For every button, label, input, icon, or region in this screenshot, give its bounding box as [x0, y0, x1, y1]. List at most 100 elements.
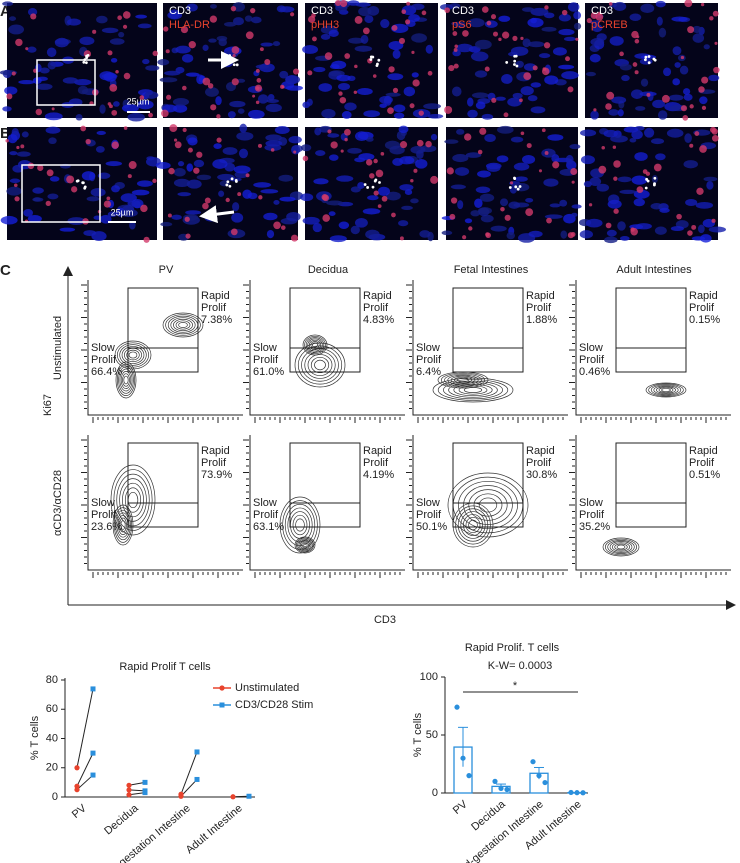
nucleus: [347, 147, 362, 154]
nucleus: [239, 123, 248, 133]
nucleus: [313, 178, 329, 185]
nucleus: [77, 85, 89, 95]
nucleus: [315, 150, 326, 156]
stain: [430, 175, 439, 184]
nucleus: [131, 189, 150, 196]
gate-percent: 23.6%: [91, 521, 122, 533]
nucleus: [674, 62, 681, 68]
contour: [645, 382, 687, 398]
stain: [182, 85, 187, 91]
nucleus: [105, 161, 122, 167]
stain: [646, 92, 651, 97]
nucleus: [229, 100, 246, 108]
inset-box: [36, 59, 96, 106]
nucleus: [355, 2, 371, 7]
nucleus: [547, 134, 564, 141]
plot-frame: [87, 280, 243, 416]
stain: [46, 169, 54, 177]
stain: [362, 27, 370, 35]
stain: [163, 26, 169, 32]
stain: [387, 107, 394, 115]
cd3-dot: [653, 176, 657, 180]
nucleus: [136, 180, 153, 187]
gate: [289, 442, 361, 528]
stain: [330, 141, 338, 149]
contour: [126, 349, 140, 361]
stain: [481, 6, 489, 13]
y-tick-label: 0: [52, 791, 58, 803]
point: [580, 790, 586, 796]
contour: [653, 385, 679, 395]
stain: [231, 78, 239, 86]
nucleus: [350, 225, 360, 235]
nucleus: [427, 113, 444, 119]
nucleus: [392, 158, 404, 166]
stain: [354, 16, 363, 24]
stain: [453, 48, 458, 52]
stain: [216, 137, 222, 143]
nucleus: [377, 186, 390, 196]
y-axis-label: Ki67: [42, 394, 54, 416]
nucleus: [619, 63, 632, 71]
nucleus: [706, 180, 714, 190]
contour: [302, 334, 328, 356]
stain: [544, 151, 549, 155]
panel-letter: B: [0, 125, 11, 142]
nucleus: [142, 58, 150, 65]
point: [498, 785, 504, 791]
nucleus: [475, 39, 492, 50]
stain: [561, 9, 568, 16]
stain: [207, 83, 214, 89]
stain: [462, 30, 469, 37]
contour: [314, 359, 326, 371]
nucleus: [120, 208, 138, 218]
stain: [631, 30, 639, 39]
stain: [324, 52, 333, 60]
nucleus: [46, 47, 57, 58]
nucleus: [569, 143, 581, 150]
nucleus: [177, 192, 192, 197]
stain: [85, 138, 91, 145]
pair-line: [76, 688, 94, 768]
stain: [148, 112, 153, 118]
nucleus: [265, 134, 282, 142]
nucleus: [474, 198, 483, 208]
point: [90, 772, 96, 778]
nucleus: [67, 18, 81, 26]
gate-percent: 7.38%: [201, 314, 232, 326]
nucleus: [499, 198, 509, 207]
channel-label: HLA-DR: [169, 19, 210, 31]
nucleus: [611, 96, 627, 104]
nucleus: [181, 54, 194, 63]
gate-label: Prolif: [201, 302, 227, 314]
nucleus: [67, 217, 86, 226]
column-title: Fetal Intestines: [454, 264, 529, 276]
point: [492, 778, 498, 785]
nucleus: [571, 212, 578, 217]
stain: [485, 232, 492, 239]
gate-label: Slow: [253, 497, 277, 509]
nucleus: [703, 44, 710, 50]
gate-percent: 73.9%: [201, 469, 232, 481]
contour: [110, 464, 156, 536]
stain: [30, 13, 37, 20]
y-tick-label: 20: [46, 762, 58, 774]
nucleus: [186, 179, 202, 189]
contour: [173, 318, 193, 332]
image-bg: [585, 127, 718, 240]
contour: [658, 387, 674, 393]
gate-label: Prolif: [91, 509, 117, 521]
contour: [650, 384, 682, 396]
contour: [122, 373, 130, 387]
stain: [185, 233, 191, 239]
nucleus: [589, 177, 602, 187]
contour: [301, 348, 339, 382]
cd3-dot: [234, 180, 238, 183]
nucleus: [411, 72, 419, 78]
nucleus: [137, 23, 152, 29]
stain: [255, 68, 260, 73]
contour: [478, 497, 498, 513]
gate-label: Prolif: [416, 354, 442, 366]
